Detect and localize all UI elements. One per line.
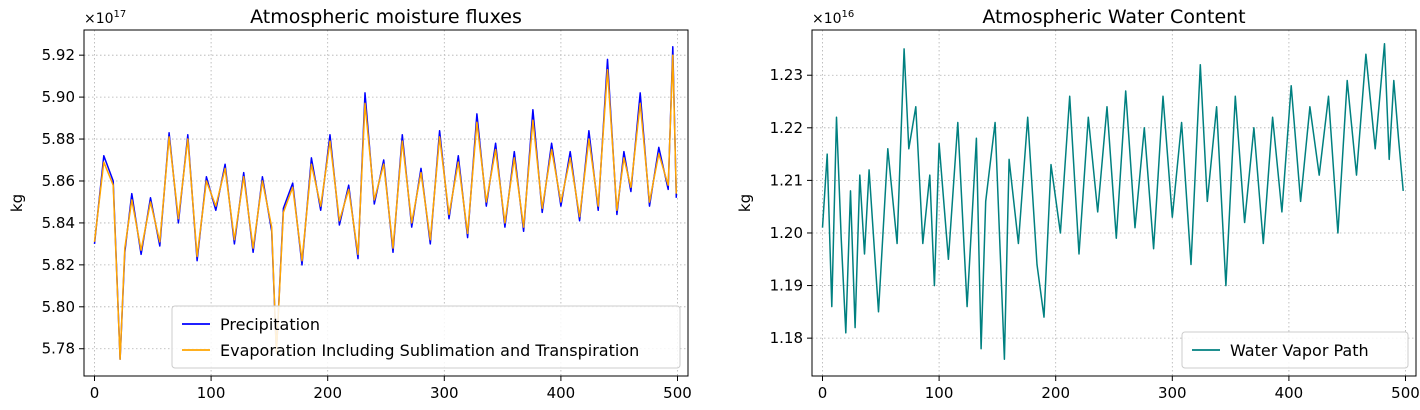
x-tick-label: 0 — [818, 384, 828, 402]
legend-label: Water Vapor Path — [1230, 341, 1369, 360]
y-tick-label: 5.80 — [42, 298, 75, 316]
series-line-1 — [821, 42, 1404, 360]
legend-box — [171, 305, 681, 369]
chart-title: Atmospheric Water Content — [982, 6, 1245, 28]
y-offset-exponent: 16 — [842, 9, 855, 20]
x-tick-label: 400 — [547, 384, 576, 402]
y-tick-label: 1.22 — [770, 119, 803, 137]
y-offset-base: ×10 — [812, 11, 842, 27]
y-tick-label: 5.86 — [42, 172, 75, 190]
legend-label: Evaporation Including Sublimation and Tr… — [220, 341, 639, 360]
y-tick-label: 5.88 — [42, 130, 75, 148]
y-offset-base: ×10 — [84, 11, 114, 27]
y-tick-label: 5.92 — [42, 46, 75, 64]
y-axis-label: kg — [736, 194, 754, 212]
y-tick-label: 1.21 — [770, 171, 803, 189]
y-offset-label: ×1016 — [812, 9, 854, 27]
x-tick-label: 500 — [663, 384, 692, 402]
y-tick-label: 1.20 — [770, 224, 803, 242]
axes-frame — [811, 29, 1417, 377]
y-offset-label: ×1017 — [84, 9, 126, 27]
chart-title: Atmospheric moisture fluxes — [250, 6, 522, 28]
x-tick-label: 500 — [1391, 384, 1420, 402]
y-tick-label: 1.18 — [770, 329, 803, 347]
x-tick-label: 300 — [1158, 384, 1187, 402]
series-line-2 — [93, 54, 678, 360]
x-tick-label: 200 — [313, 384, 342, 402]
y-axis-label: kg — [8, 194, 26, 212]
y-tick-label: 5.90 — [42, 88, 75, 106]
x-tick-label: 0 — [90, 384, 100, 402]
legend-label: Precipitation — [220, 315, 320, 334]
legend-box — [1181, 331, 1409, 369]
y-offset-exponent: 17 — [114, 9, 127, 20]
x-tick-label: 200 — [1041, 384, 1070, 402]
y-tick-label: 1.19 — [770, 277, 803, 295]
y-tick-label: 1.23 — [770, 66, 803, 84]
x-tick-label: 400 — [1275, 384, 1304, 402]
x-tick-label: 100 — [197, 384, 226, 402]
y-tick-label: 5.82 — [42, 256, 75, 274]
x-tick-label: 300 — [430, 384, 459, 402]
series-line-1 — [93, 46, 678, 360]
axes-frame — [83, 29, 689, 377]
y-tick-label: 5.78 — [42, 340, 75, 358]
moisture-fluxes-panel: 0 100 200 300 400 500 5.78 5.80 5.82 5.84 5.86 5.88… — [8, 6, 692, 402]
y-tick-label: 5.84 — [42, 214, 75, 232]
water-content-panel: 0 100 200 300 400 500 1.18 1.19 1.20 1.21 1.22 1.23… — [736, 6, 1420, 402]
x-tick-label: 100 — [925, 384, 954, 402]
